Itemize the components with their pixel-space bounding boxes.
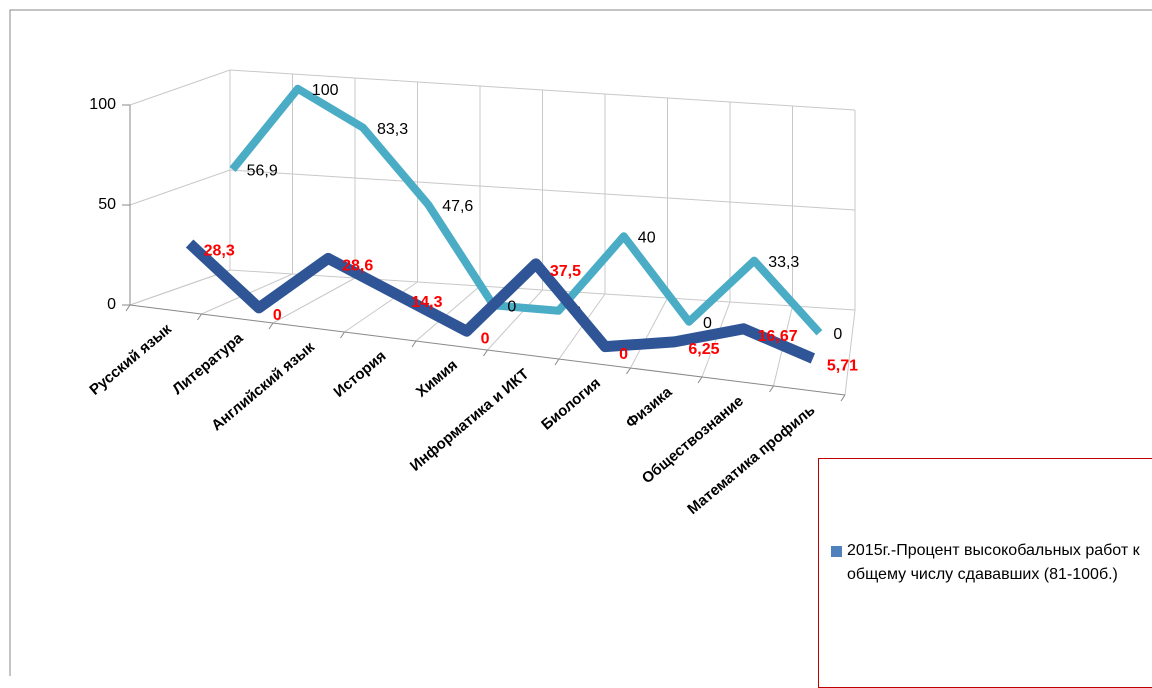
data-label: 33,3 xyxy=(768,254,799,271)
x-axis xyxy=(129,304,846,396)
series-line xyxy=(185,239,816,364)
x-tick xyxy=(554,358,560,366)
data-label: 16,67 xyxy=(758,328,798,345)
floor-line xyxy=(129,269,231,306)
x-tick-label: Физика xyxy=(623,383,676,432)
data-label: 40 xyxy=(638,229,656,246)
legend-swatch xyxy=(831,546,842,557)
x-tick xyxy=(626,367,631,375)
y-tick-label: 0 xyxy=(107,296,116,313)
chart-frame xyxy=(9,9,1152,676)
data-label: 5,71 xyxy=(827,358,858,375)
data-label: 14,3 xyxy=(411,294,442,311)
x-tick xyxy=(769,385,774,393)
x-tick-label: Биология xyxy=(538,375,604,434)
data-label: 0 xyxy=(619,346,628,363)
x-tick xyxy=(411,340,417,348)
data-label: 100 xyxy=(312,82,339,99)
data-label: 0 xyxy=(833,326,842,343)
grid-line xyxy=(129,169,856,211)
data-label: 28,6 xyxy=(342,258,373,275)
x-tick xyxy=(268,322,274,330)
y-tick-label: 100 xyxy=(89,96,116,113)
data-label: 0 xyxy=(507,298,516,315)
x-tick xyxy=(483,349,488,357)
floor-line xyxy=(630,297,668,369)
x-tick-label: История xyxy=(331,348,390,401)
legend-label: 2015г.-Процент высокобальных работ к общ… xyxy=(847,542,1140,583)
x-tick xyxy=(340,331,345,339)
x-tick-label: Русский язык xyxy=(86,320,175,398)
y-tick-label: 50 xyxy=(98,196,116,213)
floor-line xyxy=(415,285,481,342)
data-label: 47,6 xyxy=(442,198,473,215)
grid-line xyxy=(129,69,856,111)
x-tick xyxy=(840,394,846,402)
floor-line xyxy=(272,277,356,324)
data-label: 6,25 xyxy=(688,341,719,358)
data-label: 28,3 xyxy=(204,243,235,260)
data-label: 0 xyxy=(703,315,712,332)
floor-line xyxy=(844,309,856,396)
data-label: 0 xyxy=(273,307,282,324)
x-tick xyxy=(197,313,202,321)
x-tick-label: Литература xyxy=(169,329,247,398)
floor-line xyxy=(487,289,543,351)
data-label: 83,3 xyxy=(377,121,408,138)
data-label: 37,5 xyxy=(550,263,581,280)
floor-line xyxy=(344,281,418,333)
x-tick-label: Химия xyxy=(413,357,461,401)
data-label: 56,9 xyxy=(247,163,278,180)
x-tick xyxy=(125,304,131,312)
legend: 2015г.-Процент высокобальных работ к общ… xyxy=(818,458,1152,688)
x-tick xyxy=(697,376,703,384)
data-label: 0 xyxy=(481,330,490,347)
series-line xyxy=(229,84,823,336)
